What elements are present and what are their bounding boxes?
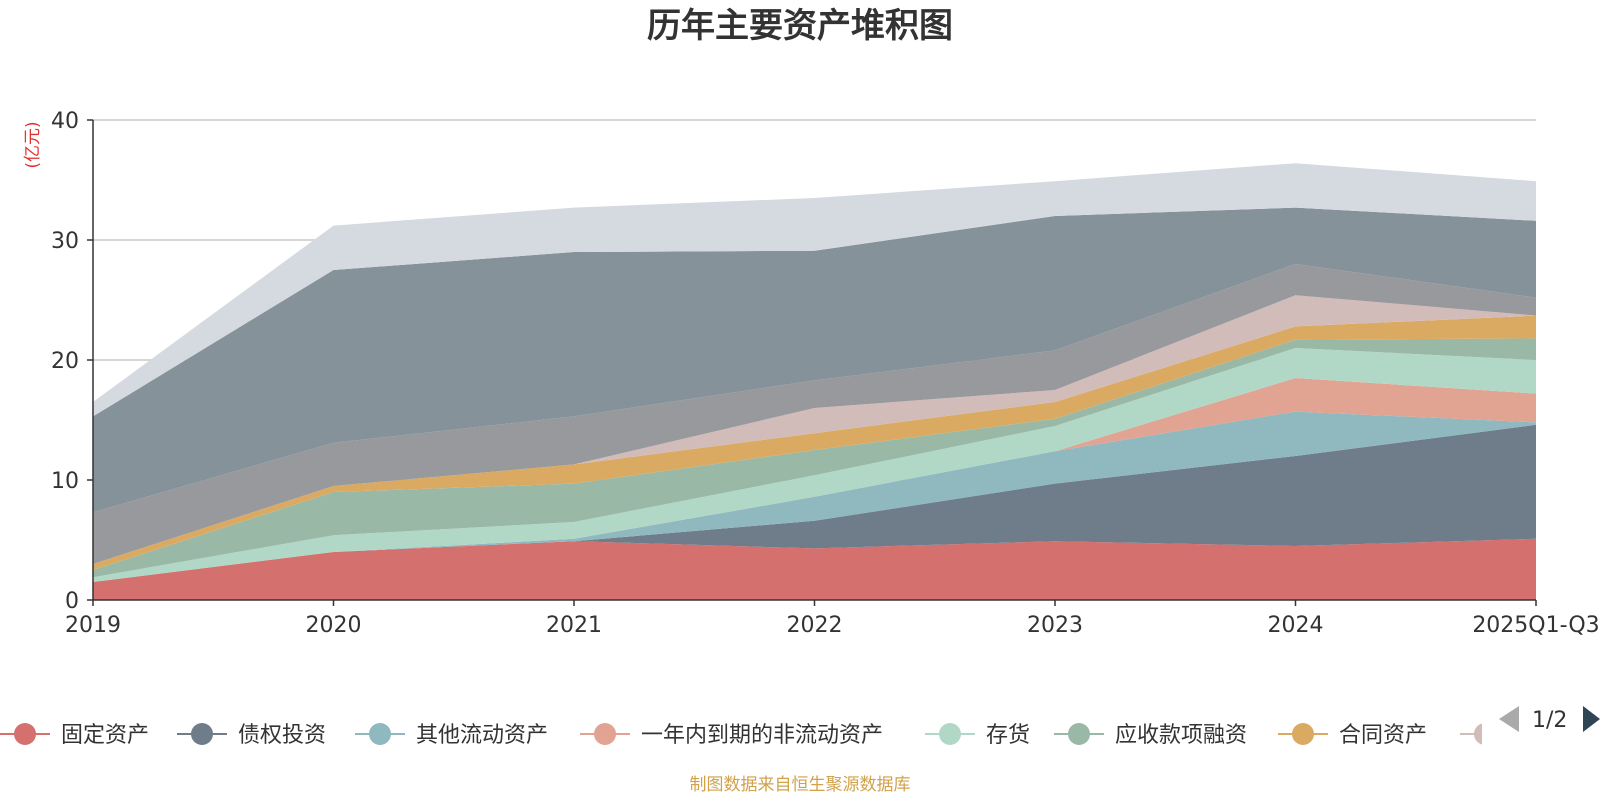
legend-pager: 1/2 xyxy=(1499,706,1600,733)
y-tick-label: 10 xyxy=(51,469,79,494)
legend-marker xyxy=(1068,723,1090,745)
y-tick-label: 30 xyxy=(51,229,79,254)
area-series-其他资产B xyxy=(93,264,1536,564)
legend-label: 其他流动资产 xyxy=(416,723,548,748)
legend-marker xyxy=(594,723,616,745)
legend-label: 应收款项融资 xyxy=(1115,723,1247,748)
legend-marker xyxy=(1474,723,1482,745)
area-series-其他资产C xyxy=(93,207,1536,513)
legend-marker xyxy=(939,723,961,745)
x-tick-labels: 2019 2020 2021 2022 2023 2024 2025Q1-Q3 xyxy=(65,613,1600,638)
legend-item[interactable]: 合同资产 xyxy=(1278,723,1427,748)
data-source-note: 制图数据来自恒生聚源数据库 xyxy=(690,775,911,795)
legend-label: 存货 xyxy=(986,723,1030,748)
legend-label: 一年内到期的非流动资产 xyxy=(641,723,883,748)
legend-item[interactable]: 债权投资 xyxy=(177,723,326,748)
x-tick-label: 2024 xyxy=(1268,613,1324,638)
area-series-一年内到期的非流动资产 xyxy=(93,378,1536,582)
legend-marker xyxy=(1292,723,1314,745)
area-series-债权投资 xyxy=(93,424,1536,582)
area-series-应收款项融资 xyxy=(93,338,1536,578)
x-tick-label: 2019 xyxy=(65,613,121,638)
legend-marker xyxy=(14,723,36,745)
x-tick-label: 2025Q1-Q3 xyxy=(1472,613,1599,638)
axes xyxy=(87,119,1537,606)
legend-item[interactable]: 固定资产 xyxy=(0,723,149,748)
legend-label: 合同资产 xyxy=(1339,723,1427,748)
x-tick-label: 2021 xyxy=(546,613,602,638)
legend-item[interactable]: 存货 xyxy=(925,723,1030,748)
legend-marker xyxy=(191,723,213,745)
y-tick-label: 20 xyxy=(51,349,79,374)
y-tick-labels: 0 10 20 30 40 xyxy=(51,109,79,614)
legend-item[interactable]: 应收款项融资 xyxy=(1054,723,1247,748)
area-series-合同资产 xyxy=(93,315,1536,570)
area-series-其他资产D xyxy=(93,163,1536,417)
legend-label: 债权投资 xyxy=(238,723,326,748)
y-tick-label: 0 xyxy=(65,589,79,614)
area-series-存货 xyxy=(93,348,1536,582)
area-series-其他资产A xyxy=(93,295,1536,564)
legend-label: 固定资产 xyxy=(61,723,149,748)
legend-next-page-icon[interactable] xyxy=(1583,706,1600,732)
y-axis-unit-label: (亿元) xyxy=(23,121,43,168)
x-tick-label: 2020 xyxy=(306,613,362,638)
legend-item-partial[interactable] xyxy=(1460,723,1510,745)
x-tick-label: 2022 xyxy=(787,613,843,638)
legend-marker xyxy=(369,723,391,745)
legend-page-indicator: 1/2 xyxy=(1532,708,1567,733)
legend-item[interactable]: 其他流动资产 xyxy=(355,723,548,748)
legend-prev-page-icon[interactable] xyxy=(1499,706,1519,732)
legend: 固定资产 债权投资 其他流动资产 一年内到期的非流动资产 存货 应收款项融资 合同资产 xyxy=(0,723,1510,748)
area-series-group xyxy=(93,163,1536,600)
area-series-固定资产 xyxy=(93,538,1536,600)
legend-item[interactable]: 一年内到期的非流动资产 xyxy=(580,723,883,748)
x-tick-label: 2023 xyxy=(1027,613,1083,638)
y-tick-label: 40 xyxy=(51,109,79,134)
chart-title: 历年主要资产堆积图 xyxy=(647,6,953,46)
